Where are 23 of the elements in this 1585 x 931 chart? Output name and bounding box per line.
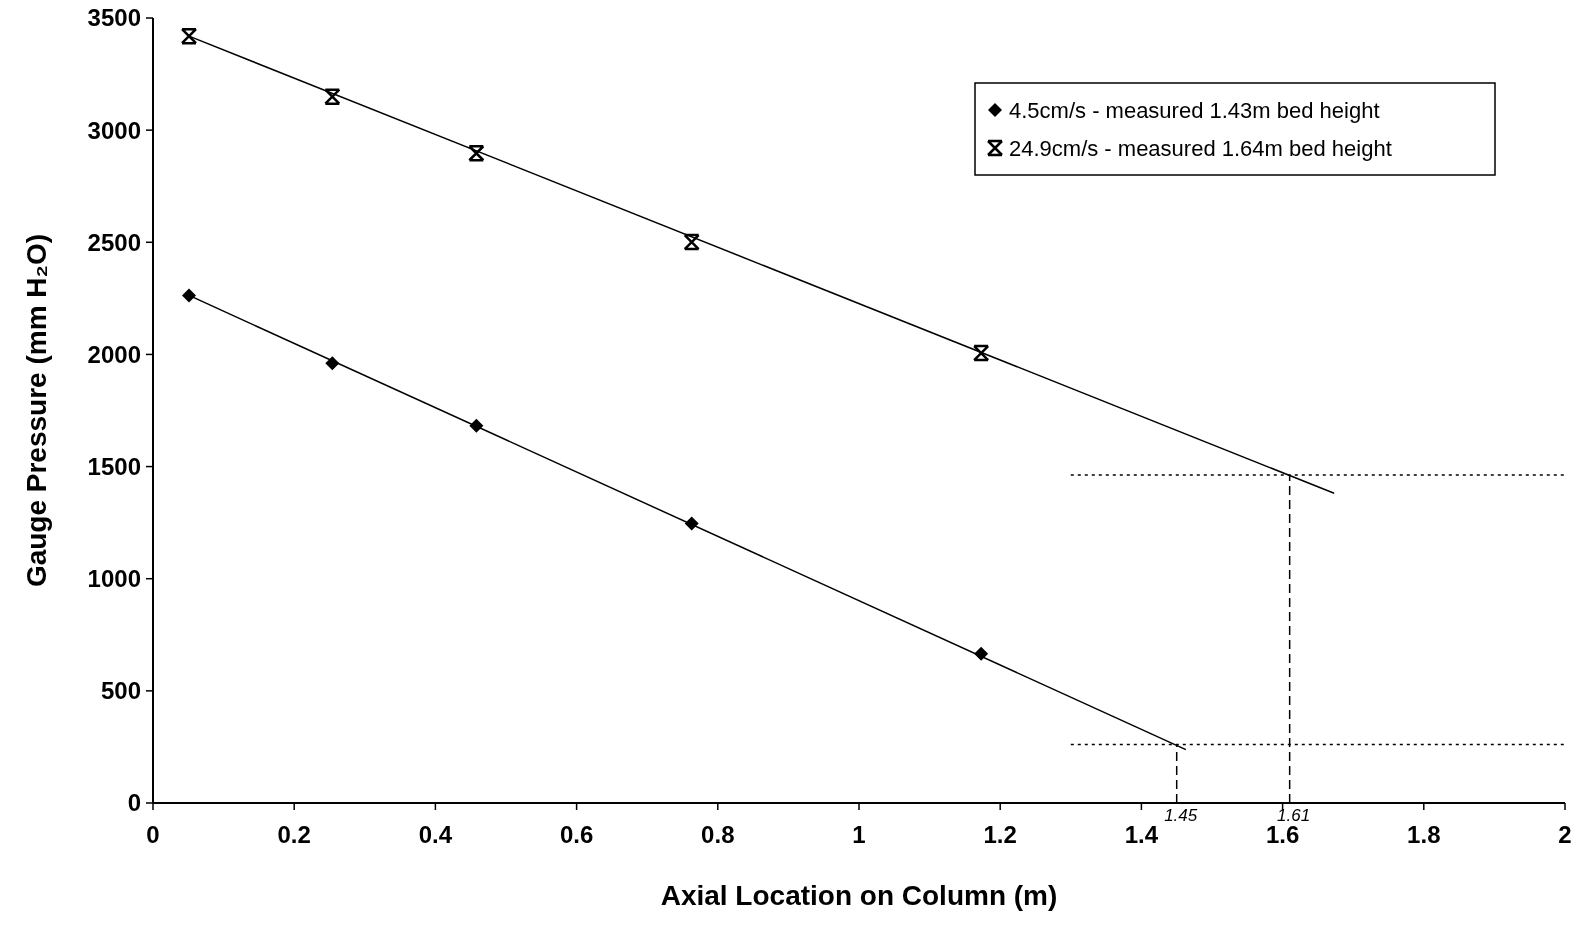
x-tick-label: 0.6 bbox=[559, 821, 594, 849]
annotation: 1.45 bbox=[1164, 806, 1198, 825]
y-tick-label: 500 bbox=[100, 677, 141, 705]
x-tick-label: 0.4 bbox=[418, 821, 453, 849]
x-tick-label: 0.2 bbox=[277, 821, 311, 849]
x-tick-label: 1.8 bbox=[1407, 821, 1441, 849]
y-tick-label: 3500 bbox=[87, 4, 141, 32]
x-tick-label: 0.8 bbox=[701, 821, 735, 849]
legend-label: 4.5cm/s - measured 1.43m bed height bbox=[1009, 97, 1380, 123]
y-tick-label: 2500 bbox=[87, 228, 141, 256]
y-axis-title: Gauge Pressure (mm H₂O) bbox=[21, 233, 52, 588]
x-tick-label: 1.2 bbox=[983, 821, 1017, 849]
x-tick-label: 1 bbox=[852, 821, 866, 849]
y-tick-label: 1000 bbox=[87, 565, 141, 593]
y-tick-label: 1500 bbox=[87, 452, 141, 480]
y-tick-label: 0 bbox=[127, 789, 141, 817]
x-tick-label: 1.4 bbox=[1124, 821, 1159, 849]
legend-label: 24.9cm/s - measured 1.64m bed height bbox=[1009, 135, 1392, 161]
x-axis-title: Axial Location on Column (m) bbox=[660, 880, 1058, 911]
y-tick-label: 3000 bbox=[87, 116, 141, 144]
x-tick-label: 0 bbox=[146, 821, 160, 849]
y-tick-label: 2000 bbox=[87, 340, 141, 368]
x-tick-label: 2 bbox=[1558, 821, 1572, 849]
